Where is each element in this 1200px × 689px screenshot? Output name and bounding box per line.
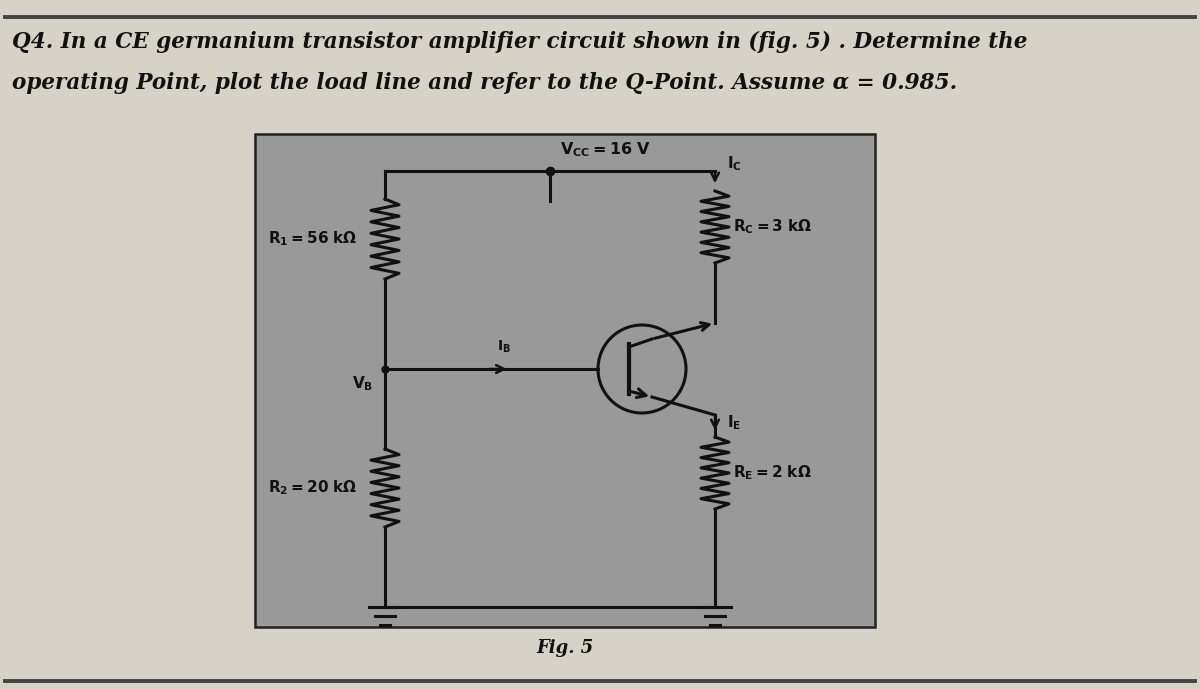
Text: $\mathbf{V_B}$: $\mathbf{V_B}$ <box>352 374 373 393</box>
Text: $\mathbf{V_{CC}}$$\mathbf{ = 16\ V}$: $\mathbf{V_{CC}}$$\mathbf{ = 16\ V}$ <box>560 141 650 159</box>
Text: $\mathbf{I_E}$: $\mathbf{I_E}$ <box>727 413 742 433</box>
Text: Fig. 5: Fig. 5 <box>536 639 594 657</box>
Text: $\mathbf{R_E = 2\ k\Omega}$: $\mathbf{R_E = 2\ k\Omega}$ <box>733 464 811 482</box>
Text: operating Point, plot the load line and refer to the Q-Point. Assume α = 0.985.: operating Point, plot the load line and … <box>12 72 958 94</box>
Text: $\mathbf{R_C = 3\ k\Omega}$: $\mathbf{R_C = 3\ k\Omega}$ <box>733 218 812 236</box>
Text: $\mathbf{I_B}$: $\mathbf{I_B}$ <box>498 338 511 355</box>
Text: $\mathbf{I_C}$: $\mathbf{I_C}$ <box>727 154 742 174</box>
Text: Q4. In a CE germanium transistor amplifier circuit shown in (fig. 5) . Determine: Q4. In a CE germanium transistor amplifi… <box>12 31 1027 53</box>
Bar <box>254 134 875 627</box>
Text: $\mathbf{R_2 = 20\ k\Omega}$: $\mathbf{R_2 = 20\ k\Omega}$ <box>268 479 358 497</box>
Text: $\mathbf{R_1 = 56\ k\Omega}$: $\mathbf{R_1 = 56\ k\Omega}$ <box>268 229 358 248</box>
